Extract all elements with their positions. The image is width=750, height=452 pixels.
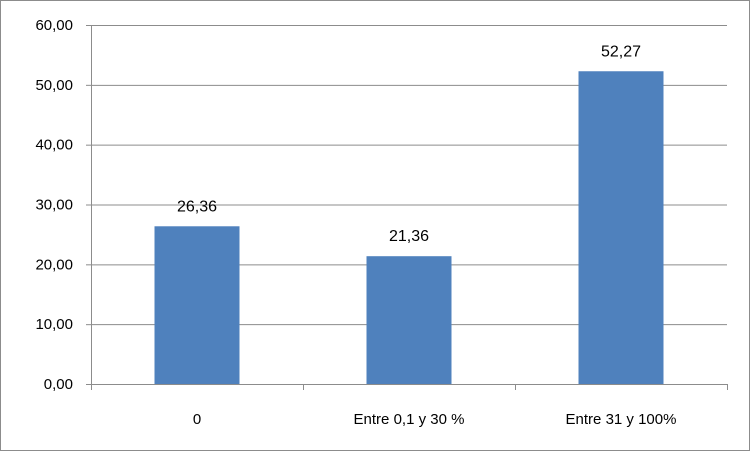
bar [578,71,664,385]
data-label: 52,27 [601,43,641,60]
y-tick-label: 20,00 [35,256,73,273]
data-label: 21,36 [389,228,429,245]
x-tick-label: 0 [193,411,201,428]
y-tick-label: 50,00 [35,77,73,94]
data-label: 26,36 [177,198,217,215]
bar [366,256,452,384]
x-tick-label: Entre 31 y 100% [566,411,677,428]
y-tick-label: 30,00 [35,197,73,214]
y-tick-label: 40,00 [35,137,73,154]
bar [154,226,240,384]
y-tick-label: 10,00 [35,316,73,333]
x-tick-label: Entre 0,1 y 30 % [354,411,465,428]
y-tick-label: 0,00 [44,376,73,393]
y-tick-label: 60,00 [35,17,73,34]
